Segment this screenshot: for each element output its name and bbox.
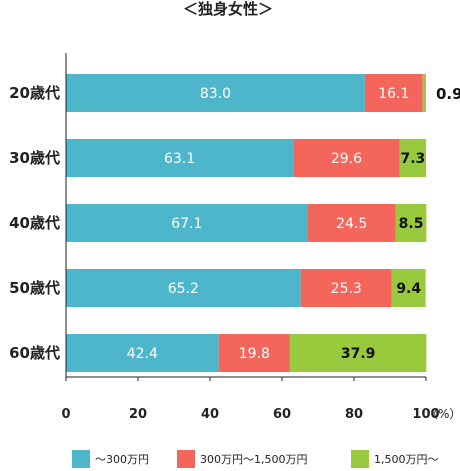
x-axis: 0 20 40 60 80 100（%）	[61, 53, 460, 422]
category-label: 40歳代	[9, 214, 60, 232]
legend: 〜300万円 300万円〜1,500万円 1,500万円〜	[72, 450, 439, 468]
bar-segment	[307, 204, 396, 242]
data-label: 16.1	[378, 86, 409, 102]
data-label: 0.9	[436, 85, 460, 103]
legend-swatch	[177, 450, 195, 468]
category-label: 20歳代	[9, 84, 60, 102]
data-label: 24.5	[336, 216, 367, 232]
legend-label: 300万円〜1,500万円	[200, 453, 308, 466]
bar-segment	[218, 334, 290, 372]
legend-swatch	[72, 450, 90, 468]
data-label: 65.2	[168, 281, 199, 297]
bar-segment	[399, 139, 426, 177]
legend-swatch	[351, 450, 369, 468]
category-label: 60歳代	[9, 344, 60, 362]
data-label: 29.6	[331, 151, 362, 167]
data-label: 42.4	[127, 346, 158, 362]
x-tick-label: 100	[412, 407, 439, 422]
data-label: 7.3	[400, 151, 425, 167]
bar-segment	[66, 74, 365, 112]
data-label: 37.9	[341, 346, 376, 362]
chart-title: ＜独身女性＞	[183, 0, 273, 18]
data-label: 8.5	[399, 216, 424, 232]
bars-group: 20歳代 83.0 16.1 0.9 30歳代 63.1 29.6 7.3 40歳代 67.1 24…	[9, 74, 460, 372]
bar-segment	[293, 139, 400, 177]
x-tick-label: 80	[345, 407, 363, 422]
data-label: 63.1	[164, 151, 195, 167]
bar-segment	[395, 204, 427, 242]
bar-segment	[364, 74, 423, 112]
bar-segment	[289, 334, 427, 372]
category-label: 30歳代	[9, 149, 60, 167]
legend-label: 1,500万円〜	[374, 453, 439, 466]
x-tick-label: 40	[201, 407, 219, 422]
x-unit-label: （%）	[426, 407, 460, 421]
bar-segment	[66, 269, 301, 307]
x-tick-label: 20	[129, 407, 147, 422]
bar-segment	[66, 204, 308, 242]
x-tick-label: 60	[273, 407, 291, 422]
legend-label: 〜300万円	[95, 453, 149, 466]
x-tick-label: 0	[61, 407, 70, 422]
bar-segment	[66, 334, 219, 372]
bar-segment	[300, 269, 392, 307]
data-label: 25.3	[331, 281, 362, 297]
category-label: 50歳代	[9, 279, 60, 297]
data-label: 83.0	[200, 86, 231, 102]
bar-segment	[422, 74, 426, 112]
data-label: 9.4	[396, 281, 421, 297]
data-label: 19.8	[239, 346, 270, 362]
bar-segment	[391, 269, 426, 307]
data-label: 67.1	[171, 216, 202, 232]
bar-segment	[66, 139, 294, 177]
